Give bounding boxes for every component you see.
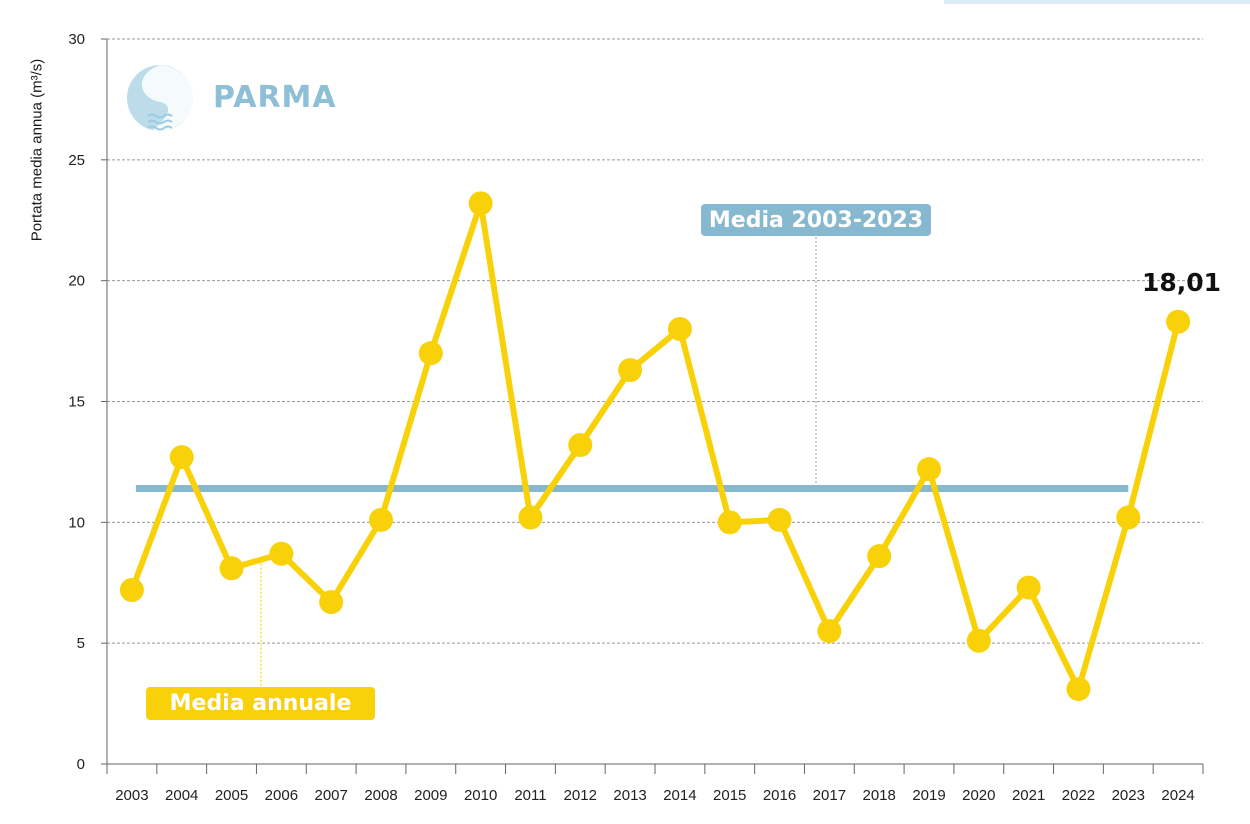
data-point xyxy=(1116,505,1141,530)
data-point xyxy=(119,578,144,602)
point-layer xyxy=(119,191,1191,702)
connector-layer xyxy=(260,237,817,687)
x-tick-label: 2007 xyxy=(314,787,347,804)
x-tick-label: 2016 xyxy=(763,787,796,804)
data-point xyxy=(867,544,892,569)
annual-mean-label: Media annuale xyxy=(146,687,375,720)
y-tick-label: 5 xyxy=(77,635,85,652)
city-title: PARMA xyxy=(213,80,337,115)
x-tick-label: 2013 xyxy=(613,787,646,804)
top-accent-bar xyxy=(944,0,1250,4)
x-tick-label: 2005 xyxy=(215,787,248,804)
y-tick-label: 15 xyxy=(68,394,85,411)
x-tick-label: 2022 xyxy=(1062,787,1095,804)
x-tick-label: 2019 xyxy=(912,787,945,804)
data-point xyxy=(418,341,443,366)
y-tick-label: 0 xyxy=(77,756,85,773)
grid-layer xyxy=(107,38,1203,644)
y-tick-label: 20 xyxy=(68,273,85,290)
data-point xyxy=(169,445,194,470)
x-tick-label: 2021 xyxy=(1012,787,1045,804)
x-tick-label: 2024 xyxy=(1161,787,1194,804)
data-point xyxy=(1066,677,1091,702)
x-tick-label: 2009 xyxy=(414,787,447,804)
data-point xyxy=(568,433,593,457)
data-point xyxy=(717,510,742,535)
x-tick-label: 2014 xyxy=(663,787,696,804)
x-tick-label: 2006 xyxy=(265,787,298,804)
axis-layer: 0 5 10 15 20 25 30 2003 2004 2005 2006 2007 2008 2009… xyxy=(68,31,1204,804)
x-tick-label: 2023 xyxy=(1112,787,1145,804)
data-point xyxy=(767,507,792,532)
x-tick-label: 2011 xyxy=(514,787,546,804)
data-point xyxy=(369,507,393,532)
data-point xyxy=(817,619,842,644)
data-point xyxy=(269,541,294,566)
x-tick-label: 2003 xyxy=(115,787,148,804)
data-point xyxy=(468,191,493,216)
last-value-label: 18,01 xyxy=(1142,268,1222,297)
y-tick-label: 25 xyxy=(68,152,85,169)
x-tick-label: 2020 xyxy=(962,787,995,804)
x-tick-label: 2012 xyxy=(564,787,597,804)
x-tick-label: 2018 xyxy=(862,787,895,804)
x-tick-label: 2017 xyxy=(813,787,846,804)
y-axis-title: Portata media annua (m³/s) xyxy=(28,58,46,242)
x-tick-label: 2015 xyxy=(713,787,746,804)
y-tick-label: 10 xyxy=(68,514,85,531)
x-tick-label: 2008 xyxy=(364,787,397,804)
data-point xyxy=(518,505,543,530)
series-layer xyxy=(128,200,1182,693)
river-drop-icon xyxy=(124,64,196,136)
x-tick-label: 2010 xyxy=(464,787,497,804)
data-point xyxy=(1166,309,1191,334)
data-point xyxy=(667,317,692,341)
mean-period-label: Media 2003-2023 xyxy=(701,204,931,236)
data-point xyxy=(618,358,643,383)
x-tick-label: 2004 xyxy=(165,787,198,804)
data-point xyxy=(1016,575,1041,600)
y-tick-label: 30 xyxy=(68,31,85,48)
data-point xyxy=(917,457,941,482)
data-point xyxy=(319,590,344,615)
annual-series-line xyxy=(128,200,1182,693)
data-point xyxy=(966,628,991,653)
data-point xyxy=(219,556,244,581)
